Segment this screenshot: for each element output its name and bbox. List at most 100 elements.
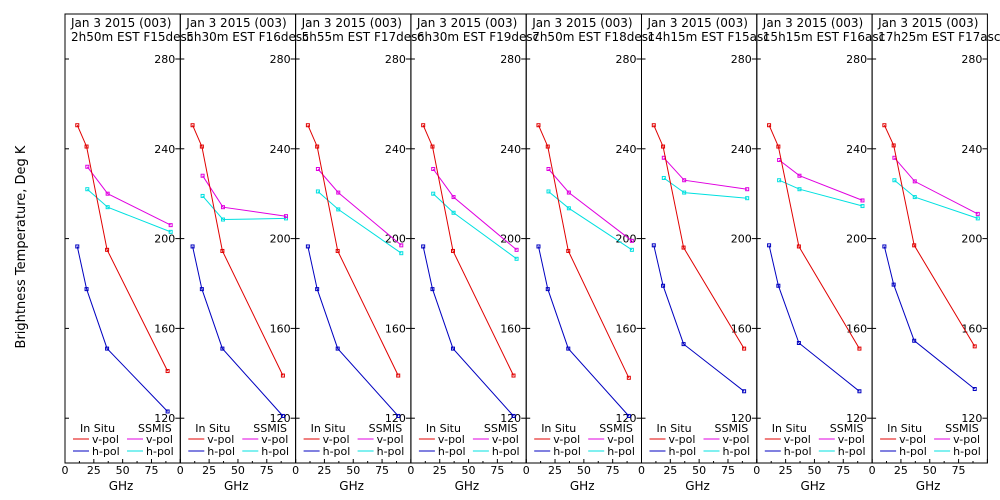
ssmis-v-pol-point <box>220 205 225 210</box>
y-tick-label: 120 <box>961 412 982 425</box>
x-axis-label: GHz <box>109 479 134 493</box>
insitu-h-pol-line <box>538 246 630 417</box>
ssmis-v-pol-point <box>315 167 320 172</box>
legend-in-situ-heading: In Situ <box>80 422 115 435</box>
legend-insitu-h-pol-label: h-pol <box>207 445 235 458</box>
ssmis-h-pol-point <box>399 251 404 256</box>
legend-ssmis-v-pol-label: v-pol <box>492 433 519 446</box>
x-tick-label: 75 <box>375 464 389 477</box>
x-tick-label: 0 <box>62 464 69 477</box>
ssmis-h-pol-line <box>317 191 402 254</box>
insitu-v-pol-point <box>626 375 631 380</box>
panel-title-date: Jan 3 2015 (003) <box>647 16 748 30</box>
insitu-v-pol-point <box>421 123 426 128</box>
legend-ssmis-v-pol-label: v-pol <box>953 433 980 446</box>
ssmis-h-pol-line <box>894 179 978 219</box>
legend-ssmis-h-pol-label: h-pol <box>723 445 751 458</box>
legend-insitu-v-pol-label: v-pol <box>438 433 465 446</box>
insitu-h-pol-point <box>882 244 887 249</box>
ssmis-h-pol-point <box>105 205 110 210</box>
y-tick-label: 160 <box>385 322 406 335</box>
ssmis-v-pol-point <box>892 155 897 160</box>
insitu-v-pol-point <box>651 123 656 128</box>
insitu-v-pol-point <box>776 144 781 149</box>
insitu-v-pol-point <box>280 373 285 378</box>
legend-ssmis-h-pol-label: h-pol <box>261 445 289 458</box>
panel-title-date: Jan 3 2015 (003) <box>877 16 978 30</box>
y-tick-label: 280 <box>731 53 752 66</box>
y-tick-label: 120 <box>731 412 752 425</box>
panel-title-date: Jan 3 2015 (003) <box>301 16 402 30</box>
y-tick-label: 280 <box>270 53 291 66</box>
ssmis-h-pol-point <box>220 217 225 222</box>
insitu-h-pol-line <box>76 246 168 412</box>
x-tick-label: 50 <box>692 464 706 477</box>
ssmis-h-pol-point <box>336 207 341 212</box>
ssmis-v-pol-line <box>86 166 171 226</box>
panel-3: Jan 3 2015 (003)5h55m EST F17desc 120 160 2… <box>292 13 424 493</box>
panel-1: Jan 3 2015 (003)2h50m EST F15desc 120 160 2… <box>62 13 193 493</box>
insitu-v-pol-point <box>742 346 747 351</box>
y-tick-label: 240 <box>270 143 291 156</box>
ssmis-h-pol-point <box>431 191 436 196</box>
x-tick-label: 0 <box>177 464 184 477</box>
x-tick-label: 25 <box>663 464 677 477</box>
x-tick-label: 25 <box>87 464 101 477</box>
y-tick-label: 280 <box>616 53 637 66</box>
legend-insitu-h-pol-label: h-pol <box>438 445 466 458</box>
legend-in-situ-heading: In Situ <box>772 422 807 435</box>
ssmis-h-pol-point <box>315 189 320 194</box>
legend-insitu-v-pol-label: v-pol <box>784 433 811 446</box>
x-tick-label: 75 <box>836 464 850 477</box>
y-axis-label: Brightness Temperature, Deg K <box>14 145 29 348</box>
insitu-h-pol-point <box>891 282 896 287</box>
insitu-h-pol-point <box>220 346 225 351</box>
ssmis-h-pol-point <box>566 206 571 211</box>
ssmis-h-pol-line <box>548 191 633 251</box>
x-tick-label: 75 <box>952 464 966 477</box>
ssmis-h-pol-point <box>546 189 551 194</box>
ssmis-h-pol-point <box>777 178 782 183</box>
ssmis-h-pol-line <box>202 195 287 221</box>
ssmis-h-pol-point <box>629 247 634 252</box>
insitu-h-pol-point <box>742 389 747 394</box>
insitu-h-pol-point <box>511 413 516 418</box>
legend-ssmis-h-pol-label: h-pol <box>492 445 520 458</box>
legend-ssmis-heading: SSMIS <box>369 422 403 435</box>
insitu-h-pol-point <box>972 387 977 392</box>
insitu-v-pol-point <box>305 123 310 128</box>
legend-ssmis-v-pol-label: v-pol <box>377 433 404 446</box>
legend-ssmis-v-pol-label: v-pol <box>838 433 865 446</box>
x-tick-label: 50 <box>462 464 476 477</box>
insitu-v-pol-point <box>84 144 89 149</box>
insitu-h-pol-point <box>396 413 401 418</box>
insitu-v-pol-point <box>165 369 170 374</box>
insitu-h-pol-point <box>280 413 285 418</box>
y-tick-label: 280 <box>385 53 406 66</box>
insitu-h-pol-point <box>315 287 320 292</box>
panels-group: Jan 3 2015 (003)2h50m EST F15desc1201602… <box>62 13 1000 493</box>
insitu-h-pol-point <box>912 338 917 343</box>
insitu-h-pol-line <box>768 245 860 392</box>
y-tick-label: 240 <box>500 143 521 156</box>
ssmis-v-pol-line <box>894 157 979 215</box>
insitu-h-pol-point <box>566 346 571 351</box>
x-tick-label: 50 <box>231 464 245 477</box>
y-tick-label: 200 <box>154 233 175 246</box>
legend-ssmis-heading: SSMIS <box>715 422 749 435</box>
legend-insitu-h-pol-label: h-pol <box>92 445 120 458</box>
ssmis-v-pol-point <box>336 190 341 195</box>
insitu-h-pol-point <box>84 287 89 292</box>
insitu-h-pol-point <box>421 244 426 249</box>
insitu-v-pol-point <box>75 123 80 128</box>
y-tick-label: 280 <box>154 53 175 66</box>
x-axis-label: GHz <box>339 479 364 493</box>
x-tick-label: 25 <box>894 464 908 477</box>
legend-in-situ-heading: In Situ <box>311 422 346 435</box>
ssmis-h-pol-point <box>451 210 456 215</box>
panel-title-date: Jan 3 2015 (003) <box>185 16 286 30</box>
y-tick-label: 240 <box>846 143 867 156</box>
legend-ssmis-heading: SSMIS <box>945 422 979 435</box>
y-tick-label: 160 <box>154 322 175 335</box>
insitu-h-pol-line <box>422 246 514 417</box>
